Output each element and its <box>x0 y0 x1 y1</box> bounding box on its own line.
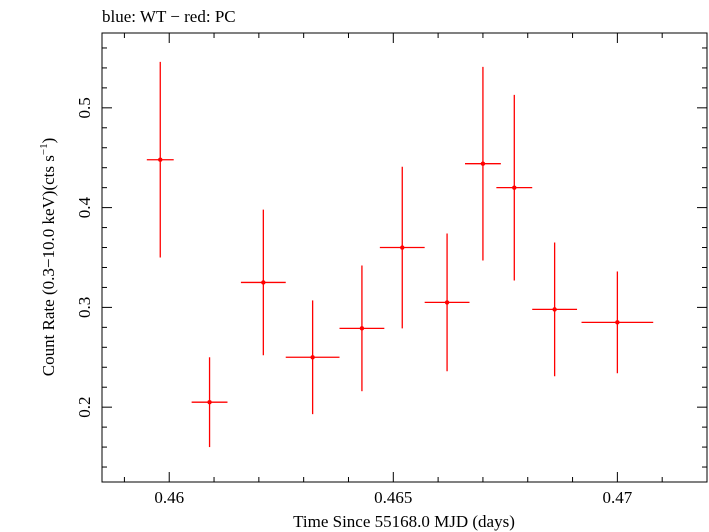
data-point <box>191 357 228 448</box>
y-tick-label: 0.3 <box>75 297 94 318</box>
data-point <box>146 61 174 258</box>
data-point <box>339 265 385 392</box>
point-marker <box>207 399 212 405</box>
data-point <box>532 242 578 377</box>
point-marker <box>359 326 365 331</box>
y-axis-label-exponent: −1 <box>38 143 50 155</box>
point-marker <box>615 320 620 325</box>
data-point <box>424 233 470 372</box>
data-points <box>146 61 654 448</box>
data-point <box>285 300 340 415</box>
y-axis-label-main: Count Rate (0.3−10.0 keV)(cts s <box>39 155 58 376</box>
point-marker <box>158 157 163 162</box>
y-axis-label-end: ) <box>39 138 58 144</box>
data-point <box>379 166 425 329</box>
x-tick-label: 0.47 <box>602 488 632 507</box>
y-axis-label: Count Rate (0.3−10.0 keV)(cts s−1) <box>38 138 58 377</box>
point-marker <box>310 355 315 360</box>
data-point <box>496 94 533 281</box>
point-marker <box>400 245 405 250</box>
y-tick-label: 0.4 <box>75 196 94 218</box>
y-tick-label: 0.5 <box>75 97 94 118</box>
point-marker <box>552 307 557 312</box>
x-tick-label: 0.465 <box>374 488 412 507</box>
x-axis-label: Time Since 55168.0 MJD (days) <box>293 512 515 531</box>
point-marker <box>480 161 486 166</box>
point-marker <box>444 300 450 305</box>
chart-title: blue: WT − red: PC <box>102 7 236 26</box>
plot-frame <box>101 32 708 483</box>
point-marker <box>512 185 517 190</box>
data-point <box>465 66 501 261</box>
point-marker <box>261 280 266 285</box>
data-point <box>581 271 654 374</box>
data-point <box>240 209 286 356</box>
x-axis-ticks: 0.46 0.465 0.47 <box>123 33 708 507</box>
x-tick-label: 0.46 <box>154 488 184 507</box>
y-axis-ticks: 0.2 0.3 0.4 0.5 <box>75 47 707 468</box>
y-tick-label: 0.2 <box>75 397 94 418</box>
